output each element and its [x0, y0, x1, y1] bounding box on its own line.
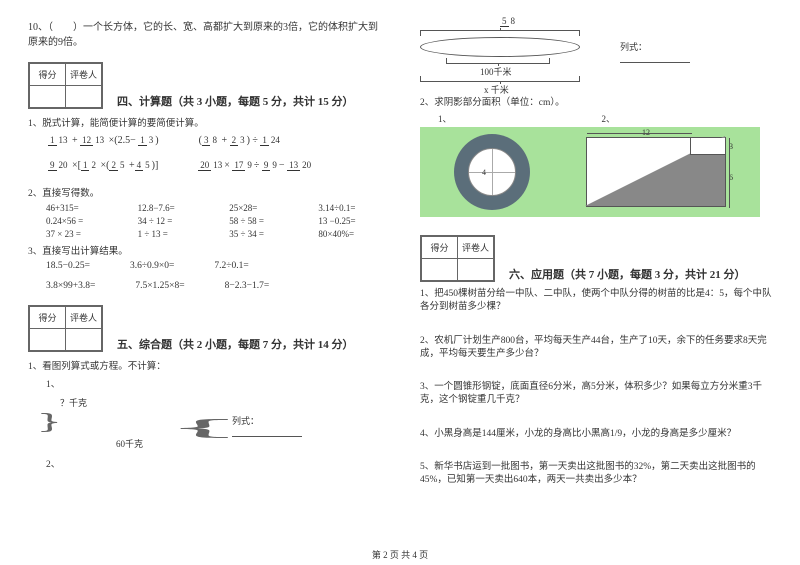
score-box: 得分 评卷人: [28, 62, 103, 109]
calc-grid: 46+315=12.8−7.6=25×28=3.14÷0.1= 0.24×56 …: [46, 203, 380, 239]
expr-1b: (38 + 23) ÷ 124: [199, 135, 282, 146]
section4-header: 得分 评卷人 四、计算题（共 3 小题，每题 5 分，共计 15 分）: [28, 58, 380, 109]
triangle-figure: 12 3 6: [586, 137, 726, 207]
brace-diagram: ？千克 ︷ ︷ 60千克 列式：: [46, 396, 246, 450]
left-column: 10、（ ）一个长方体，它的长、宽、高都扩大到原来的3倍，它的体积扩大到原来的9…: [0, 0, 400, 565]
section4-title: 四、计算题（共 3 小题，每题 5 分，共计 15 分）: [117, 93, 354, 109]
section5-header: 得分评卷人 五、综合题（共 2 小题，每题 7 分，共计 14 分）: [28, 301, 380, 352]
expr-2b: 2013× 179÷ 99− 1320: [198, 160, 313, 171]
row3a: 18.5−0.25= 3.6÷0.9×0= 7.2÷0.1=: [46, 261, 380, 271]
s6-q5: 5、新华书店运到一批图书，第一天卖出这批图书的32%，第二天卖出这批图书的45%…: [420, 461, 772, 488]
section5-title: 五、综合题（共 2 小题，每题 7 分，共计 14 分）: [117, 336, 354, 352]
expr-row-1: 113 + 1213 ×(2.5− 13) (38 + 23) ÷ 124: [48, 135, 380, 146]
s4-q1-intro: 1、脱式计算，能简便计算的要简便计算。: [28, 115, 380, 129]
grader-label: 评卷人: [66, 64, 102, 86]
shade-intro: 2、求阴影部分面积（单位：cm）。: [420, 94, 772, 108]
ruler-diagram: 58 100千米 x 千米 列式：: [420, 18, 650, 78]
section6-title: 六、应用题（共 7 小题，每题 3 分，共计 21 分）: [509, 266, 746, 282]
s6-q2: 2、农机厂计划生产800台，平均每天生产44台，生产了10天，余下的任务要求8天…: [420, 335, 772, 362]
expr-row-2: 920 ×[12 ×(25 +45)] 2013× 179÷ 99− 1320: [48, 160, 380, 171]
page-footer: 第 2 页 共 4 页: [0, 548, 800, 561]
oval-icon: [420, 37, 580, 57]
q10-text: 10、（ ）一个长方体，它的长、宽、高都扩大到原来的3倍，它的体积扩大到原来的9…: [28, 18, 380, 48]
s6-q1: 1、把450棵树苗分给一中队、二中队，使两个中队分得的树苗的比是4：5，每个中队…: [420, 288, 772, 315]
s5-q1-intro: 1、看图列算式或方程。不计算：: [28, 358, 380, 372]
shade-figures: 4 12 3 6: [420, 127, 760, 217]
s6-q4: 4、小黑身高是144厘米，小龙的身高比小黑高1/9，小龙的身高是多少厘米？: [420, 428, 772, 441]
right-column: 58 100千米 x 千米 列式： 2、求阴影部分面积（单位：cm）。 1、 2…: [400, 0, 800, 565]
s6-q3: 3、一个圆锥形钢锭，底面直径6分米，高5分米，体积多少？如果每立方分米重3千克，…: [420, 381, 772, 408]
s4-q2-intro: 2、直接写得数。: [28, 185, 380, 199]
row3b: 3.8×99+3.8= 7.5×1.25×8= 8−2.3−1.7=: [46, 281, 380, 291]
expr-2a: 920 ×[12 ×(25 +45)]: [48, 160, 158, 171]
s4-q3-intro: 3、直接写出计算结果。: [28, 243, 380, 257]
score-label: 得分: [30, 64, 66, 86]
section6-header: 得分评卷人 六、应用题（共 7 小题，每题 3 分，共计 21 分）: [420, 231, 772, 282]
expr-1a: 113 + 1213 ×(2.5− 13): [48, 135, 159, 146]
score-box: 得分评卷人: [28, 305, 103, 352]
s5-s1: 1、: [46, 376, 380, 390]
score-box: 得分评卷人: [420, 235, 495, 282]
s5-s2: 2、: [46, 456, 380, 470]
ring-icon: 4: [454, 134, 530, 210]
